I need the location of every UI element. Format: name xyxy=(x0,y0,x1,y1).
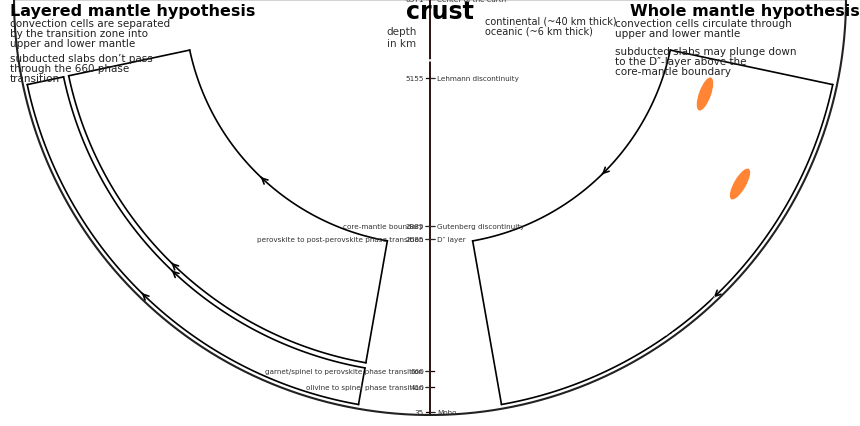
Text: upper and lower mantle: upper and lower mantle xyxy=(10,39,135,49)
Text: Lehmann discontinuity: Lehmann discontinuity xyxy=(437,76,519,82)
Text: transition zone: transition zone xyxy=(645,258,723,306)
Text: 5155: 5155 xyxy=(406,76,424,82)
Text: subducted slabs may plunge down: subducted slabs may plunge down xyxy=(615,47,796,57)
Text: inner core: inner core xyxy=(374,55,486,74)
Text: 660: 660 xyxy=(410,368,424,374)
Text: 2885: 2885 xyxy=(406,224,424,230)
Text: 2685: 2685 xyxy=(406,236,424,242)
Text: transition: transition xyxy=(10,74,60,84)
Text: perovskite to post-perovskite phase transition: perovskite to post-perovskite phase tran… xyxy=(256,236,423,242)
Text: lower mantle: lower mantle xyxy=(649,212,730,255)
Text: core-mantle boundary: core-mantle boundary xyxy=(615,67,731,77)
Text: through the 660 phase: through the 660 phase xyxy=(10,64,129,74)
Text: Layered mantle hypothesis: Layered mantle hypothesis xyxy=(10,4,255,19)
Text: Whole mantle hypothesis: Whole mantle hypothesis xyxy=(630,4,860,19)
Text: outer core: outer core xyxy=(486,87,564,102)
Text: subducted slabs don’t pass: subducted slabs don’t pass xyxy=(10,54,153,64)
Text: core-mantle boundary: core-mantle boundary xyxy=(343,224,423,230)
Text: Gutenberg discontinuity: Gutenberg discontinuity xyxy=(437,224,525,230)
Text: crust: crust xyxy=(406,0,474,24)
Text: upper mantle: upper mantle xyxy=(621,299,699,355)
Text: by the transition zone into: by the transition zone into xyxy=(10,29,148,39)
Text: Moho: Moho xyxy=(437,409,457,415)
Ellipse shape xyxy=(697,78,713,111)
Text: continental (~40 km thick): continental (~40 km thick) xyxy=(485,17,617,27)
Text: 35: 35 xyxy=(415,409,424,415)
Text: depth
in km: depth in km xyxy=(387,27,417,49)
Ellipse shape xyxy=(730,169,750,200)
Text: convection cells are separated: convection cells are separated xyxy=(10,19,170,29)
Text: Center of the earth: Center of the earth xyxy=(437,0,507,3)
Text: upper and lower mantle: upper and lower mantle xyxy=(615,29,740,39)
Text: to the D″-layer above the: to the D″-layer above the xyxy=(615,57,746,67)
Text: convection cells circulate through: convection cells circulate through xyxy=(615,19,792,29)
Text: garnet/spinel to perovskite phase transition: garnet/spinel to perovskite phase transi… xyxy=(265,368,423,374)
Text: D″ layer: D″ layer xyxy=(437,236,466,242)
Text: 6371: 6371 xyxy=(406,0,424,3)
Text: oceanic (~6 km thick): oceanic (~6 km thick) xyxy=(485,27,593,37)
Text: 410: 410 xyxy=(410,384,424,390)
Text: olivine to spinel phase transition: olivine to spinel phase transition xyxy=(306,384,423,390)
